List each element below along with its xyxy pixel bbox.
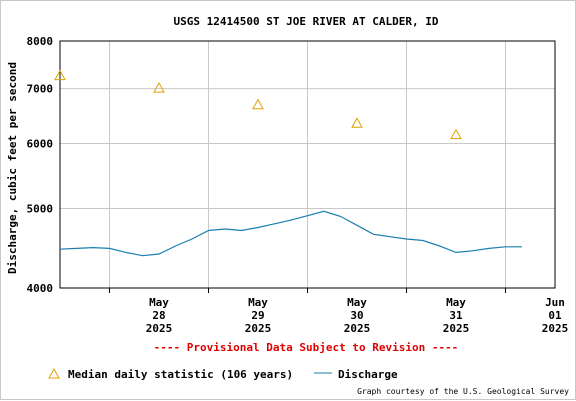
y-tick-labels: 8000 7000 6000 5000 4000 [27, 35, 54, 295]
y-tick-label: 5000 [27, 202, 54, 215]
median-triangle-point [54, 69, 66, 81]
y-tick-label: 8000 [27, 35, 54, 48]
x-tick-month-label: May [149, 296, 169, 309]
x-tick-year-label: 2025 [542, 322, 569, 335]
graph-credit: Graph courtesy of the U.S. Geological Su… [357, 387, 569, 396]
median-triangle-point [450, 128, 462, 140]
x-tick-day-label: 31 [449, 309, 463, 322]
x-tick-month-label: Jun [545, 296, 565, 309]
x-tick-year-label: 2025 [146, 322, 173, 335]
x-tick-day-label: 29 [251, 309, 264, 322]
y-tick-label: 6000 [27, 138, 54, 151]
x-tick-year-label: 2025 [443, 322, 470, 335]
plot-area-border [59, 40, 556, 289]
data-series [54, 69, 522, 257]
x-tick-month-label: May [446, 296, 466, 309]
y-tick-label: 4000 [27, 282, 54, 295]
x-tick-day-label: 28 [152, 309, 165, 322]
legend-median-triangle-icon [48, 367, 60, 379]
x-tick-day-label: 30 [350, 309, 363, 322]
chart-title: USGS 12414500 ST JOE RIVER AT CALDER, ID [174, 15, 439, 28]
x-tick-labels: May282025May292025May302025May312025Jun0… [109, 288, 569, 335]
y-tick-label: 7000 [27, 83, 54, 96]
x-tick-year-label: 2025 [245, 322, 272, 335]
legend: Median daily statistic (106 years) Disch… [48, 367, 398, 381]
provisional-notice: ---- Provisional Data Subject to Revisio… [154, 341, 459, 354]
legend-discharge-label: Discharge [338, 368, 398, 381]
x-tick-month-label: May [248, 296, 268, 309]
y-axis-label: Discharge, cubic feet per second [6, 62, 19, 274]
x-tick-month-label: May [347, 296, 367, 309]
x-tick-year-label: 2025 [344, 322, 371, 335]
grid-lines [60, 40, 555, 289]
discharge-line [59, 210, 522, 257]
median-triangle-point [252, 98, 264, 110]
median-triangle-point [153, 82, 165, 93]
median-triangle-point [351, 117, 363, 128]
legend-median-label: Median daily statistic (106 years) [68, 368, 293, 381]
x-tick-day-label: 01 [548, 309, 562, 322]
